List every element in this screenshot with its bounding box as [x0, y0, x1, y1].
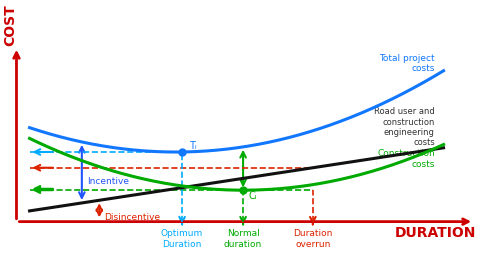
Text: Construction
costs: Construction costs — [377, 149, 435, 169]
Text: Road user and
construction
engineering
costs: Road user and construction engineering c… — [374, 107, 435, 147]
Text: Duration
overrun: Duration overrun — [293, 230, 333, 249]
Text: Disincentive: Disincentive — [104, 213, 160, 222]
Text: DURATION: DURATION — [395, 226, 476, 240]
Text: Cₗ: Cₗ — [248, 191, 257, 201]
Text: Normal
duration: Normal duration — [224, 230, 262, 249]
Text: COST: COST — [3, 4, 17, 46]
Text: Incentive: Incentive — [87, 177, 129, 186]
Text: Optimum
Duration: Optimum Duration — [161, 230, 203, 249]
Text: Total project
costs: Total project costs — [379, 54, 435, 73]
Text: Tₗ: Tₗ — [189, 141, 196, 151]
